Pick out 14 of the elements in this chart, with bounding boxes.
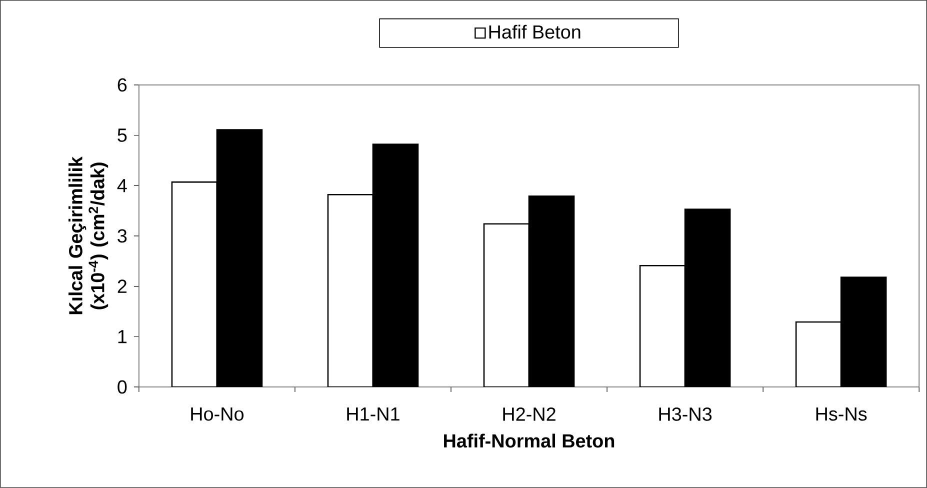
y-tick-label: 0 (118, 380, 127, 394)
text: Hafif Beton (489, 24, 580, 39)
x-tick-label: Ho-No (191, 408, 244, 421)
x-tick-label: H1-N1 (347, 408, 400, 421)
y-tick-label: 4 (117, 179, 127, 192)
x-tick-label: H3-N3 (659, 408, 712, 421)
y-tick-label: 1 (118, 330, 126, 344)
x-tick-label: H2-N2 (503, 408, 556, 421)
x-tick-label: Hs-Ns (816, 408, 867, 421)
y-tick-label: 5 (118, 128, 127, 142)
x-axis-title: Hafif-Normal Beton (444, 434, 614, 448)
y-tick-label: 2 (118, 280, 126, 293)
y-tick-label: 6 (118, 78, 127, 92)
y-tick-label: 3 (118, 229, 127, 243)
